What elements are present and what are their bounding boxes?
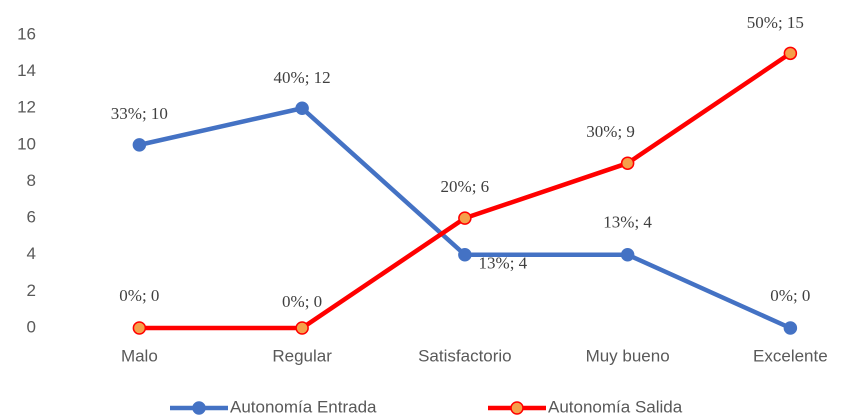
data-label: 0%; 0 [770,286,810,305]
data-label: 33%; 10 [111,104,168,123]
legend-marker [192,401,206,415]
y-tick-label: 12 [17,98,36,117]
x-tick-label: Malo [121,346,158,365]
y-tick-label: 10 [17,134,36,153]
point-marker [783,46,798,61]
x-tick-label: Satisfactorio [418,346,512,365]
legend-label: Autonomía Salida [548,397,683,416]
point-marker [295,321,309,335]
y-tick-label: 16 [17,24,36,43]
point-marker [620,248,635,262]
data-label: 0%; 0 [282,292,322,311]
point-marker [295,101,309,115]
point-marker [783,321,798,335]
y-tick-label: 8 [27,171,36,190]
point-marker [458,211,472,225]
data-label: 20%; 6 [441,177,490,196]
y-tick-label: 14 [17,61,36,80]
data-label: 13%; 4 [603,213,652,232]
point-marker [458,248,472,262]
x-tick-label: Regular [272,346,332,365]
data-label: 40%; 12 [274,68,331,87]
data-label: 13%; 4 [479,254,528,273]
y-tick-label: 2 [27,281,36,300]
legend-marker [510,401,524,415]
x-tick-label: Muy bueno [586,346,670,365]
legend-label: Autonomía Entrada [230,397,377,416]
point-marker [132,321,147,335]
y-tick-label: 4 [27,244,36,263]
data-label: 50%; 15 [747,13,804,32]
x-tick-label: Excelente [753,346,828,365]
data-label: 0%; 0 [119,286,159,305]
point-marker [132,138,147,152]
point-marker [620,156,635,170]
y-tick-label: 0 [27,317,36,336]
y-tick-label: 6 [27,208,36,227]
data-label: 30%; 9 [586,122,635,141]
